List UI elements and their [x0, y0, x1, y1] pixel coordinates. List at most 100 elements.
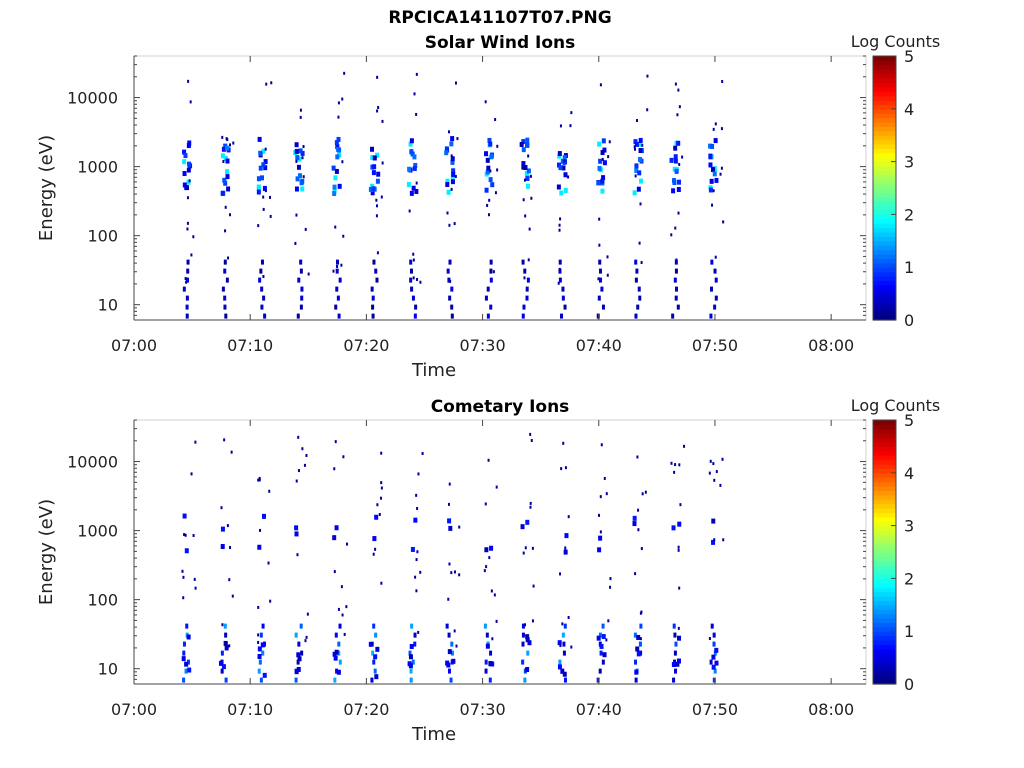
data-cell [412, 165, 417, 171]
data-cell [489, 169, 492, 173]
data-cell [187, 140, 192, 146]
data-cell [409, 149, 414, 155]
data-cell [372, 659, 376, 665]
y-axis-label: Energy (eV) [36, 499, 57, 605]
data-cell [410, 268, 414, 274]
colorbar-segment [873, 254, 896, 259]
data-cell [525, 175, 530, 181]
data-cell [525, 183, 530, 189]
data-cell [634, 141, 639, 147]
colorbar-segment [873, 161, 896, 167]
data-cell [484, 100, 487, 104]
data-cell [304, 639, 307, 643]
data-cell [597, 277, 600, 281]
data-cell [371, 304, 375, 310]
data-cell [632, 521, 637, 527]
data-cell [596, 635, 601, 641]
data-cell [184, 661, 189, 667]
colorbar-label: Log Counts [851, 32, 941, 51]
data-cell [641, 143, 644, 147]
colorbar-segment [873, 267, 896, 273]
data-cell [563, 677, 567, 683]
colorbar-segment [873, 135, 896, 141]
data-cell [380, 451, 383, 455]
colorbar-segment [873, 424, 896, 430]
data-cell [297, 641, 301, 647]
data-cell [673, 650, 677, 656]
colorbar-segment [873, 640, 896, 645]
colorbar-segment [873, 459, 896, 465]
data-cell [410, 623, 414, 629]
data-cell [409, 138, 414, 144]
data-cell [221, 623, 224, 627]
data-cell [260, 642, 265, 648]
data-cell [413, 92, 416, 96]
data-cell [228, 578, 231, 582]
data-cell [560, 467, 563, 471]
data-cell [414, 304, 418, 310]
y-tick-label: 100 [87, 591, 118, 610]
colorbar-segment [873, 477, 896, 483]
data-cell [496, 168, 499, 172]
colorbar-segment [873, 530, 896, 535]
figure-title: RPCICA141107T07.PNG [388, 8, 612, 28]
data-cell [412, 276, 415, 280]
data-cell [415, 589, 418, 593]
data-cell [564, 466, 567, 470]
colorbar-segment [873, 69, 896, 75]
data-cell [570, 111, 573, 115]
data-cell [559, 572, 562, 576]
data-cell [711, 654, 716, 660]
data-cell [379, 496, 382, 500]
colorbar-segment [873, 596, 896, 601]
data-cell [297, 469, 300, 473]
data-cell [294, 632, 298, 638]
data-cell [298, 148, 303, 154]
data-cell [307, 272, 310, 276]
data-cell [380, 486, 383, 490]
data-cell [599, 643, 604, 649]
data-cell [563, 304, 567, 310]
data-cell [450, 156, 455, 162]
data-cell [262, 295, 266, 301]
data-cell [486, 203, 489, 207]
data-cell [228, 644, 231, 648]
data-cell [598, 632, 602, 638]
data-cell [639, 611, 642, 615]
data-cell [454, 174, 457, 178]
colorbar-segment [873, 298, 896, 303]
data-cell [375, 277, 379, 283]
data-cell [376, 204, 379, 208]
data-cell [374, 268, 378, 274]
data-cell [337, 147, 342, 153]
data-cell [489, 277, 493, 283]
colorbar-segment [873, 170, 896, 176]
data-cell [337, 641, 341, 647]
data-cell [375, 178, 380, 184]
data-cell [712, 189, 715, 193]
data-cell [529, 174, 532, 178]
data-cell [376, 75, 379, 79]
data-cell [372, 164, 377, 170]
data-cell [601, 623, 605, 629]
data-cell [607, 619, 610, 623]
data-cell [225, 137, 228, 141]
data-cell [484, 547, 489, 553]
data-cell [296, 164, 301, 170]
data-cell [673, 145, 678, 151]
data-cell [711, 664, 716, 670]
data-cell [458, 573, 461, 577]
data-cell [341, 97, 344, 101]
data-cell [597, 295, 601, 301]
data-cell [639, 178, 644, 184]
data-cell [306, 612, 309, 616]
data-cell [299, 108, 302, 112]
colorbar-segment [873, 525, 896, 531]
data-cell [714, 255, 717, 259]
data-cell [188, 179, 191, 183]
data-cell [410, 286, 414, 292]
data-cell [301, 447, 304, 451]
data-cell [453, 570, 456, 574]
